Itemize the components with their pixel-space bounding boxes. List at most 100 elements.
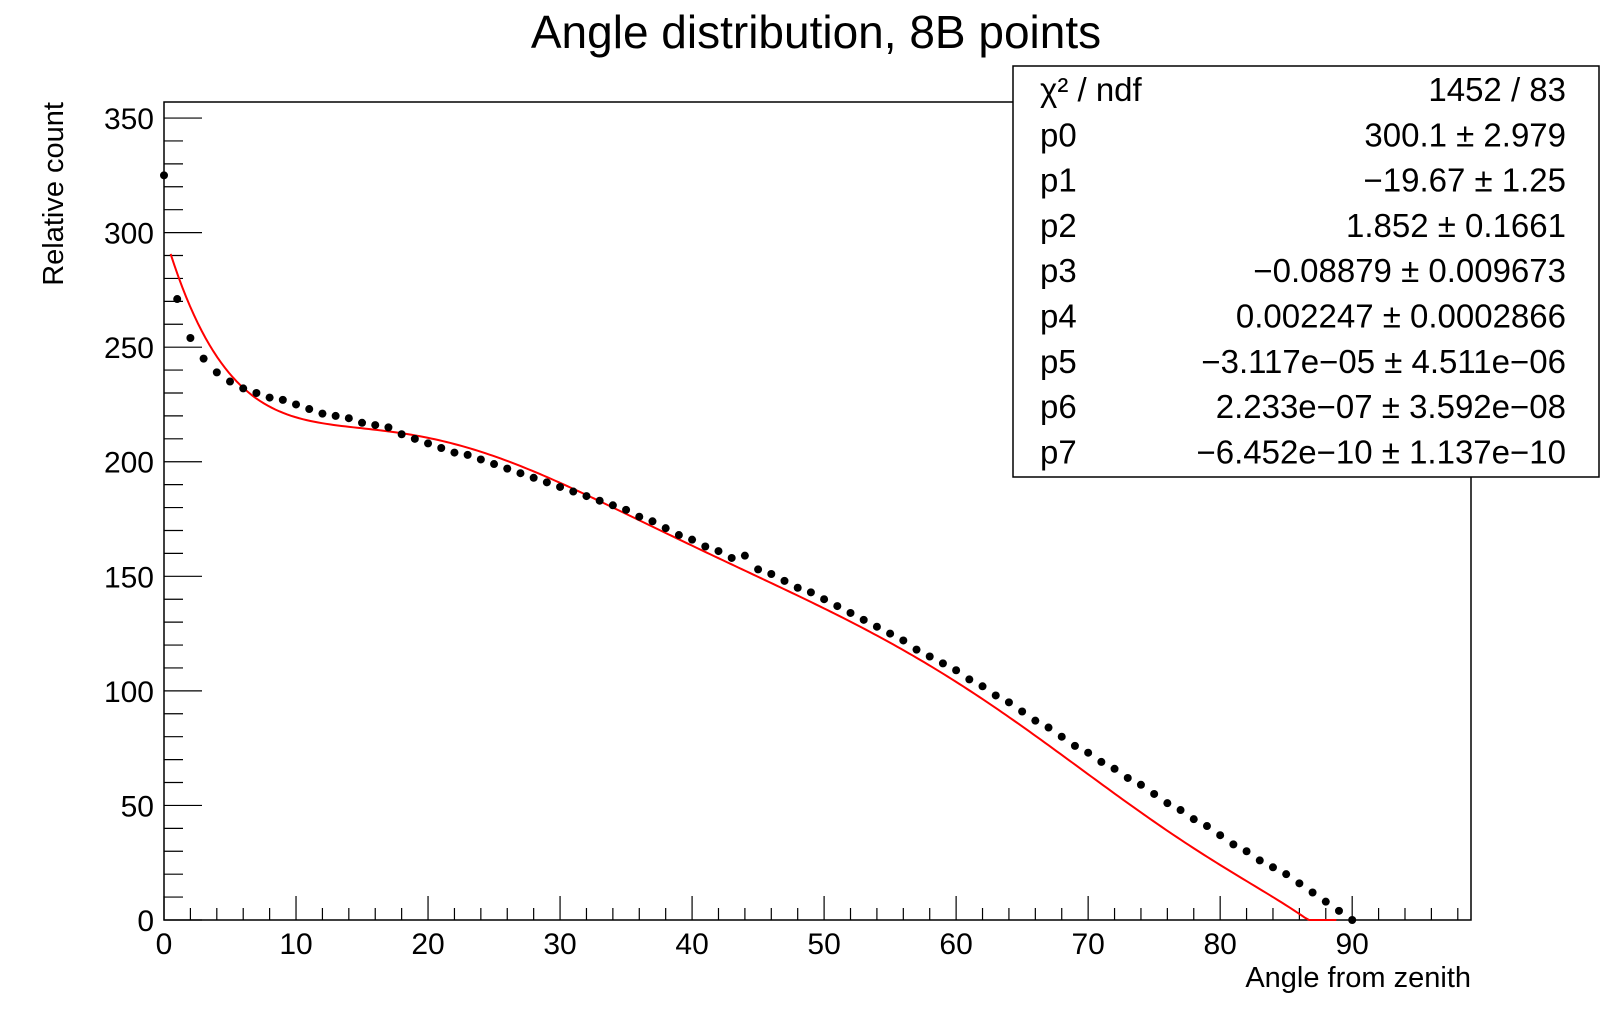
data-point (952, 666, 961, 675)
data-point (160, 171, 168, 180)
stats-label: p7 (1040, 433, 1077, 470)
data-point (265, 393, 274, 402)
data-point (701, 542, 710, 551)
fit-curve (169, 253, 1337, 921)
stats-value: −3.117e−05 ± 4.511e−06 (1201, 343, 1566, 380)
stats-value: 1452 / 83 (1428, 71, 1566, 108)
stats-box-frame (1012, 65, 1600, 478)
y-tick-label: 100 (104, 676, 154, 709)
x-tick-label: 30 (543, 928, 576, 961)
data-point (450, 448, 459, 457)
x-tick-label: 80 (1203, 928, 1236, 961)
data-point (503, 464, 512, 473)
data-point (965, 675, 974, 684)
data-point (661, 524, 670, 533)
stats-value: 0.002247 ± 0.0002866 (1236, 298, 1566, 335)
data-point (1321, 897, 1330, 906)
data-point (424, 439, 433, 448)
stats-value: −19.67 ± 1.25 (1363, 162, 1566, 199)
data-point (859, 615, 868, 624)
data-point (1255, 856, 1264, 865)
data-point (674, 531, 683, 540)
data-point (1202, 822, 1211, 831)
y-tick-label: 300 (104, 218, 154, 251)
data-point (872, 622, 881, 631)
x-axis: 0 10 20 30 40 50 60 70 80 90 (156, 896, 1459, 961)
data-point (648, 517, 657, 526)
data-point (437, 443, 446, 452)
data-point (186, 334, 195, 343)
stats-label: p1 (1040, 162, 1077, 199)
stats-label: p6 (1040, 388, 1077, 425)
data-point (476, 455, 485, 464)
data-point (1242, 847, 1251, 856)
data-point (490, 460, 499, 469)
data-point (938, 659, 947, 668)
data-point (1295, 879, 1304, 888)
data-point (344, 414, 353, 423)
data-point (846, 608, 855, 617)
x-tick-label: 10 (279, 928, 312, 961)
data-point (212, 368, 221, 377)
data-point (397, 430, 406, 439)
data-point (384, 423, 393, 432)
stats-value: −6.452e−10 ± 1.137e−10 (1196, 433, 1566, 470)
data-point (516, 469, 525, 478)
data-point (793, 583, 802, 592)
stats-box: χ² / ndf 1452 / 83 p0 300.1 ± 2.979 p1 −19.67… (1012, 65, 1600, 478)
data-point (833, 602, 842, 611)
data-point (740, 551, 749, 560)
data-point (529, 473, 538, 482)
y-tick-label: 0 (137, 905, 154, 938)
data-point (239, 384, 248, 393)
data-point (1282, 870, 1291, 879)
stats-label: p2 (1040, 207, 1077, 244)
y-axis-title: Relative count (38, 102, 70, 286)
data-point (635, 512, 644, 521)
x-tick-label: 20 (411, 928, 444, 961)
data-point (1189, 815, 1198, 824)
data-point (1229, 840, 1238, 849)
x-tick-label: 60 (939, 928, 972, 961)
data-point (1150, 789, 1159, 798)
stats-value: 300.1 ± 2.979 (1364, 116, 1566, 153)
data-point (780, 576, 789, 585)
x-tick-label: 70 (1071, 928, 1104, 961)
data-point (1070, 741, 1079, 750)
data-point (688, 535, 697, 544)
x-tick-label: 40 (675, 928, 708, 961)
stats-value: −0.08879 ± 0.009673 (1253, 252, 1566, 289)
data-points-layer (160, 171, 1357, 924)
y-tick-label: 350 (104, 103, 154, 136)
data-point (1123, 773, 1132, 782)
y-tick-label: 250 (104, 332, 154, 365)
data-point (899, 636, 908, 645)
data-point (767, 570, 776, 579)
data-point (820, 595, 829, 604)
stats-value: 2.233e−07 ± 3.592e−08 (1216, 388, 1566, 425)
stats-label: p4 (1040, 298, 1077, 335)
data-point (556, 482, 565, 491)
x-tick-label: 90 (1335, 928, 1368, 961)
data-point (727, 553, 736, 562)
data-point (1031, 716, 1040, 725)
stats-value: 1.852 ± 0.1661 (1346, 207, 1566, 244)
stats-label: χ² / ndf (1040, 71, 1143, 108)
data-point (1110, 764, 1119, 773)
data-point (1136, 780, 1145, 789)
data-point (608, 501, 617, 510)
data-point (912, 645, 921, 654)
data-point (595, 496, 604, 505)
data-point (542, 478, 551, 487)
data-point (1334, 906, 1343, 915)
x-axis-title: Angle from zenith (1245, 962, 1471, 994)
data-point (754, 565, 763, 574)
data-point (806, 588, 815, 597)
chart-title: Angle distribution, 8B points (531, 6, 1101, 58)
data-point (714, 547, 723, 556)
data-point (292, 400, 301, 409)
data-point (1084, 748, 1093, 757)
data-point (410, 434, 419, 443)
data-point (371, 421, 380, 430)
